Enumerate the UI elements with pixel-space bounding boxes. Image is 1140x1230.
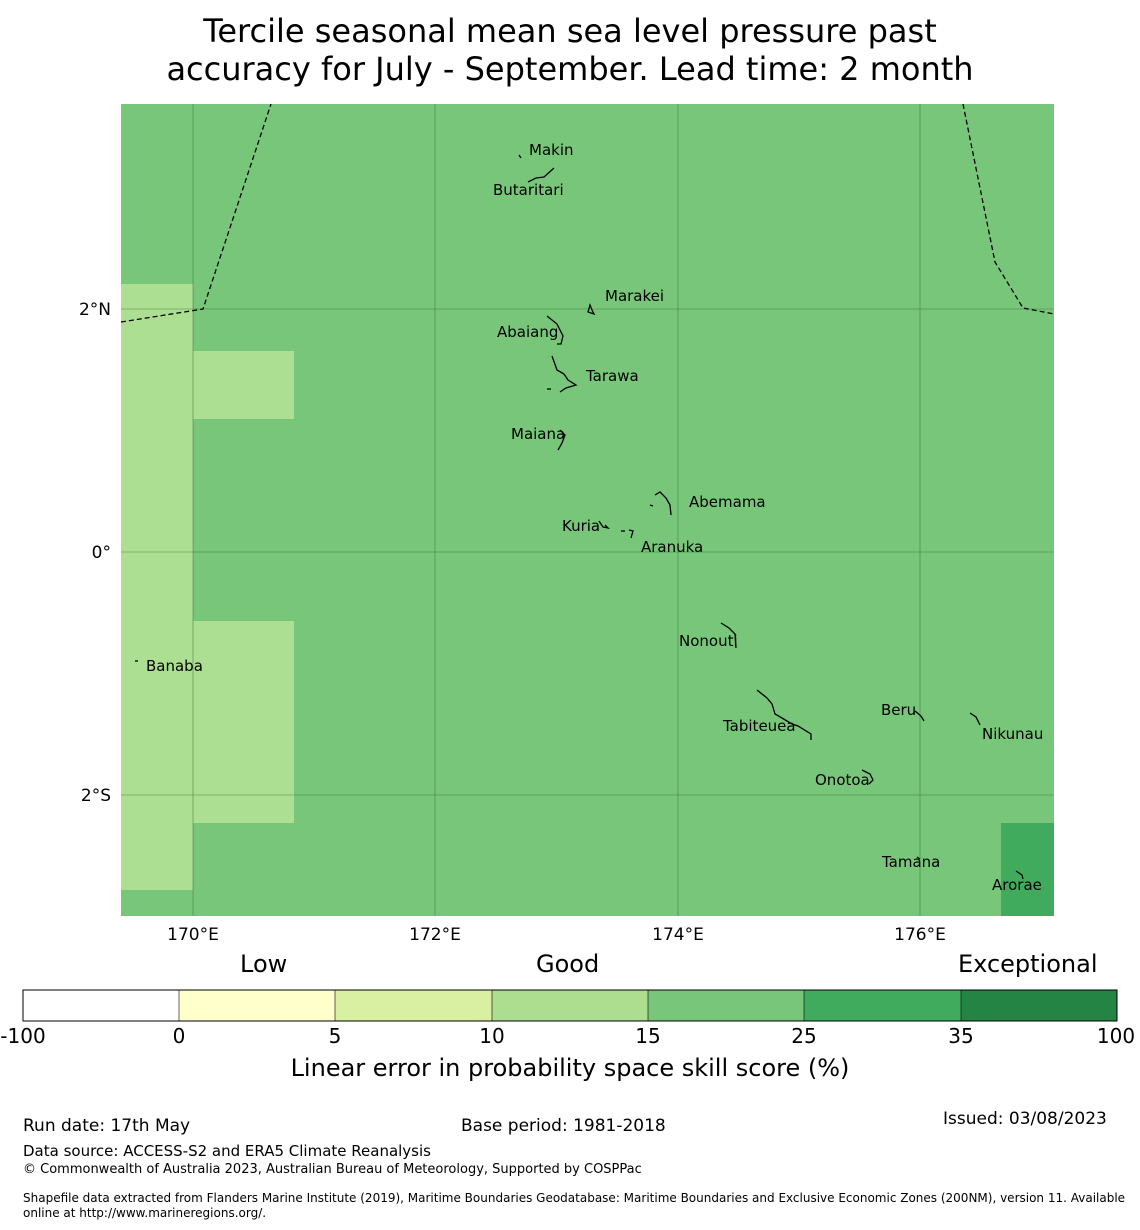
colorbar-bin-2 (335, 990, 492, 1021)
skill-cell-north-block (193, 351, 294, 419)
lat-tick-2n: 2°N (79, 300, 111, 320)
lat-tick-0: 0° (92, 543, 111, 563)
label-beru: Beru (881, 701, 916, 719)
lat-tick-2s: 2°S (81, 786, 111, 806)
colorbar-bin-0 (23, 990, 179, 1021)
label-aranuka: Aranuka (641, 538, 703, 556)
label-abaiang: Abaiang (497, 323, 558, 341)
skill-cell-south-block (193, 621, 294, 823)
shapefile-credit-line-1: Shapefile data extracted from Flanders M… (23, 1191, 1126, 1205)
colorbar-tick: -100 (0, 1024, 46, 1048)
colorbar-bin-3 (492, 990, 648, 1021)
colorbar-heading-good: Good (536, 950, 600, 978)
colorbar-heading-low: Low (240, 950, 288, 978)
title-line-1: Tercile seasonal mean sea level pressure… (203, 12, 937, 50)
colorbar (22, 989, 1118, 1022)
label-tabiteuea: Tabiteuea (722, 717, 796, 735)
run-date: Run date: 17th May (23, 1116, 191, 1136)
island-labels: Makin Butaritari Marakei Abaiang Tarawa … (146, 141, 1043, 894)
label-kuria: Kuria (562, 517, 600, 535)
skill-cell-west-strip (121, 284, 193, 890)
data-source: Data source: ACCESS-S2 and ERA5 Climate … (23, 1142, 431, 1160)
lat-tick-labels: 2°N 0° 2°S (79, 300, 111, 806)
label-maiana: Maiana (511, 425, 565, 443)
label-arorae: Arorae (992, 876, 1042, 894)
lon-tick-172: 172°E (409, 925, 461, 945)
colorbar-label: Linear error in probability space skill … (290, 1054, 850, 1082)
label-nikunau: Nikunau (982, 725, 1043, 743)
grid-lines (121, 104, 1054, 916)
colorbar-tick: 10 (479, 1024, 505, 1048)
label-nonouti: Nonouti (679, 632, 738, 650)
label-banaba: Banaba (146, 657, 203, 675)
label-butaritari: Butaritari (493, 181, 564, 199)
lon-tick-176: 176°E (894, 925, 946, 945)
colorbar-tick: 100 (1096, 1024, 1136, 1048)
base-period: Base period: 1981-2018 (461, 1116, 666, 1136)
colorbar-bin-4 (648, 990, 804, 1021)
label-onotoa: Onotoa (815, 771, 870, 789)
label-abemama: Abemama (689, 493, 766, 511)
colorbar-bin-5 (804, 990, 961, 1021)
chart-title: Tercile seasonal mean sea level pressure… (0, 12, 1140, 88)
copyright: © Commonwealth of Australia 2023, Austra… (23, 1162, 642, 1177)
lon-tick-174: 174°E (652, 925, 704, 945)
colorbar-heading-exceptional: Exceptional (958, 950, 1098, 978)
issued-date: Issued: 03/08/2023 (943, 1109, 1107, 1129)
lon-tick-labels: 170°E 172°E 174°E 176°E (167, 925, 946, 945)
colorbar-frame (22, 989, 1118, 1022)
colorbar-tick: 0 (172, 1024, 186, 1048)
title-line-2: accuracy for July - September. Lead time… (166, 50, 974, 88)
label-makin: Makin (529, 141, 574, 159)
colorbar-tick: 15 (635, 1024, 661, 1048)
eez-boundary (120, 103, 1055, 323)
lon-tick-170: 170°E (167, 925, 219, 945)
colorbar-bin-6 (961, 990, 1117, 1021)
label-tarawa: Tarawa (585, 367, 639, 385)
colorbar-tick: 5 (328, 1024, 342, 1048)
label-marakei: Marakei (605, 287, 664, 305)
label-tamana: Tamana (881, 853, 940, 871)
island-coastlines (135, 154, 1024, 880)
colorbar-tick: 35 (948, 1024, 974, 1048)
colorbar-bin-1 (179, 990, 335, 1021)
shapefile-credit-line-2: online at http://www.marineregions.org/. (23, 1206, 267, 1220)
skill-cell-southeast (1001, 823, 1054, 916)
colorbar-tick: 25 (791, 1024, 817, 1048)
